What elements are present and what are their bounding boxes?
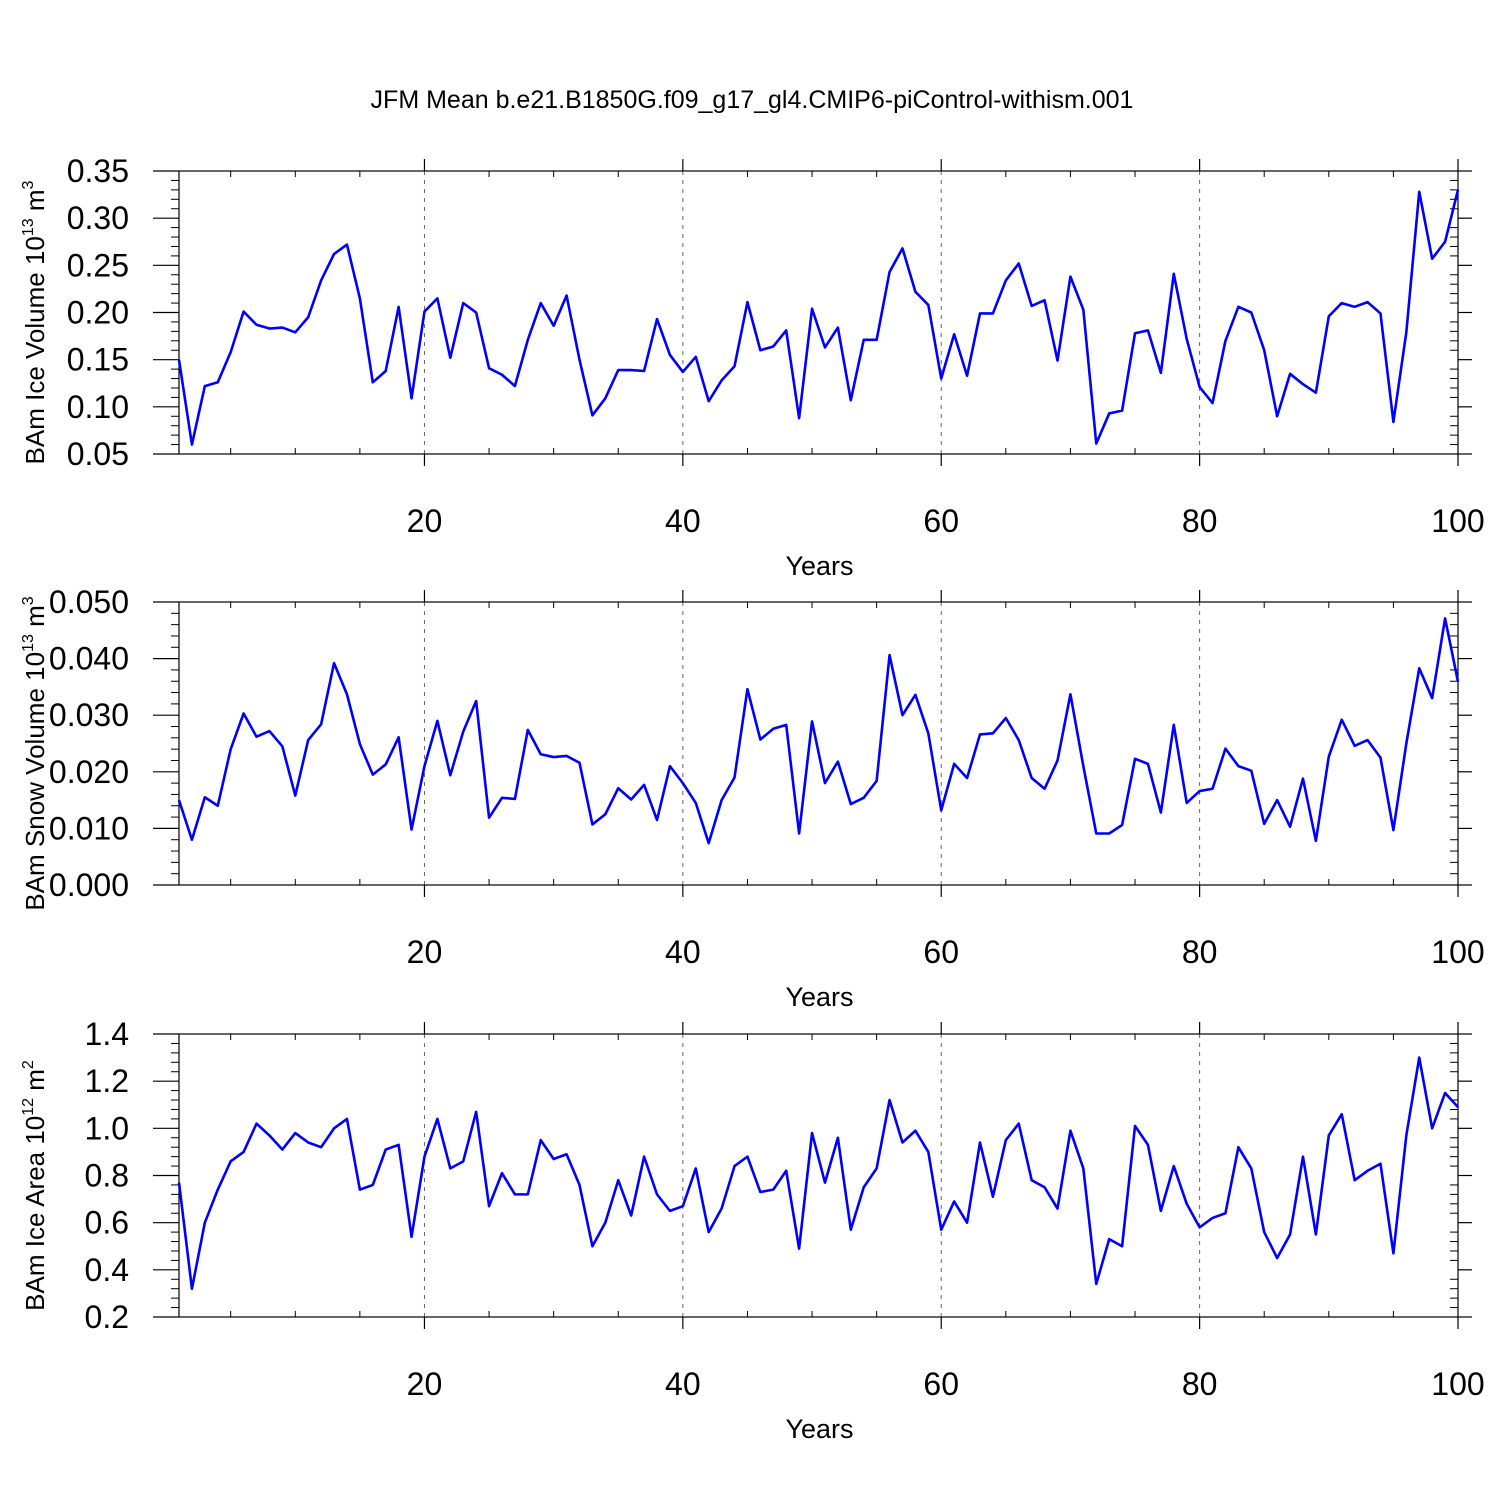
y-axis-label-unit-exp: 3 (20, 180, 37, 189)
panel-1: 20 40 60 80 100 0.05 0.10 0.15 0.20 0.25 0.30 0.35 Y… (20, 153, 1485, 581)
x-tick-label: 20 (407, 1366, 443, 1402)
y-tick-label: 0.2 (85, 1299, 129, 1335)
y-axis-label-main: BAm Snow Volume 10 (20, 652, 50, 911)
y-tick-label: 0.10 (67, 389, 129, 425)
x-tick-label: 40 (665, 934, 701, 970)
x-tick-label: 100 (1431, 503, 1484, 539)
y-tick-label: 1.0 (85, 1110, 129, 1146)
y-axis-label-exp: 13 (20, 218, 37, 236)
y-tick-label: 0.15 (67, 342, 129, 378)
x-axis-label: Years (785, 551, 853, 581)
y-tick-label: 1.4 (85, 1016, 129, 1052)
series-line (177, 1056, 1459, 1290)
x-tick-label: 60 (923, 503, 959, 539)
x-tick-label: 80 (1182, 934, 1218, 970)
x-tick-label: 100 (1431, 1366, 1484, 1402)
y-axis-label-main: BAm Ice Area 10 (20, 1116, 50, 1311)
series-line (177, 617, 1460, 845)
x-tick-label: 100 (1431, 934, 1484, 970)
y-tick-label: 0.020 (49, 754, 129, 790)
x-axis-label: Years (785, 982, 853, 1012)
x-tick-label: 60 (923, 1366, 959, 1402)
chart-title: JFM Mean b.e21.B1850G.f09_g17_gl4.CMIP6-… (371, 86, 1134, 114)
y-tick-label: 0.4 (85, 1252, 129, 1288)
x-tick-label: 40 (665, 1366, 701, 1402)
plot-frame (178, 1033, 1459, 1318)
plot-frame (178, 170, 1459, 455)
y-axis-label-unit: m (20, 605, 50, 634)
y-tick-label: 0.25 (67, 247, 129, 283)
y-tick-label: 0.05 (67, 436, 129, 472)
y-tick-label: 0.6 (85, 1205, 129, 1241)
y-axis-label: BAm Ice Area 1012 m2 (20, 1060, 50, 1311)
y-tick-label: 0.010 (49, 810, 129, 846)
y-tick-label: 0.050 (49, 584, 129, 620)
y-tick-label: 0.20 (67, 295, 129, 331)
x-tick-label: 60 (923, 934, 959, 970)
y-tick-label: 0.8 (85, 1158, 129, 1194)
y-tick-label: 0.030 (49, 697, 129, 733)
y-axis-label-unit: m (20, 1069, 50, 1098)
y-axis-label-unit: m (20, 189, 50, 218)
x-tick-label: 80 (1182, 503, 1218, 539)
panel-2: 20 40 60 80 100 0.000 0.010 0.020 0.030 0.040 0.05… (20, 584, 1485, 1012)
y-axis-label-exp: 13 (20, 634, 37, 652)
y-tick-label: 0.30 (67, 200, 129, 236)
y-tick-label: 0.040 (49, 641, 129, 677)
y-tick-label: 0.35 (67, 153, 129, 189)
series-line (177, 189, 1460, 446)
y-axis-label-unit-exp: 2 (20, 1060, 37, 1069)
y-axis-label: BAm Snow Volume 1013 m3 (20, 596, 50, 910)
x-tick-label: 20 (407, 503, 443, 539)
y-axis-label: BAm Ice Volume 1013 m3 (20, 180, 50, 464)
x-tick-label: 20 (407, 934, 443, 970)
y-tick-label: 0.000 (49, 867, 129, 903)
y-axis-label-main: BAm Ice Volume 10 (20, 236, 50, 464)
x-axis-label: Years (785, 1414, 853, 1444)
plot-frame (178, 601, 1459, 886)
y-tick-label: 1.2 (85, 1063, 129, 1099)
x-tick-label: 80 (1182, 1366, 1218, 1402)
y-axis-label-exp: 12 (20, 1098, 37, 1116)
x-tick-label: 40 (665, 503, 701, 539)
panel-3: 20 40 60 80 100 0.2 0.4 0.6 0.8 1.0 1.2 1.4 Years BAm… (20, 1016, 1485, 1444)
y-axis-label-unit-exp: 3 (20, 596, 37, 605)
